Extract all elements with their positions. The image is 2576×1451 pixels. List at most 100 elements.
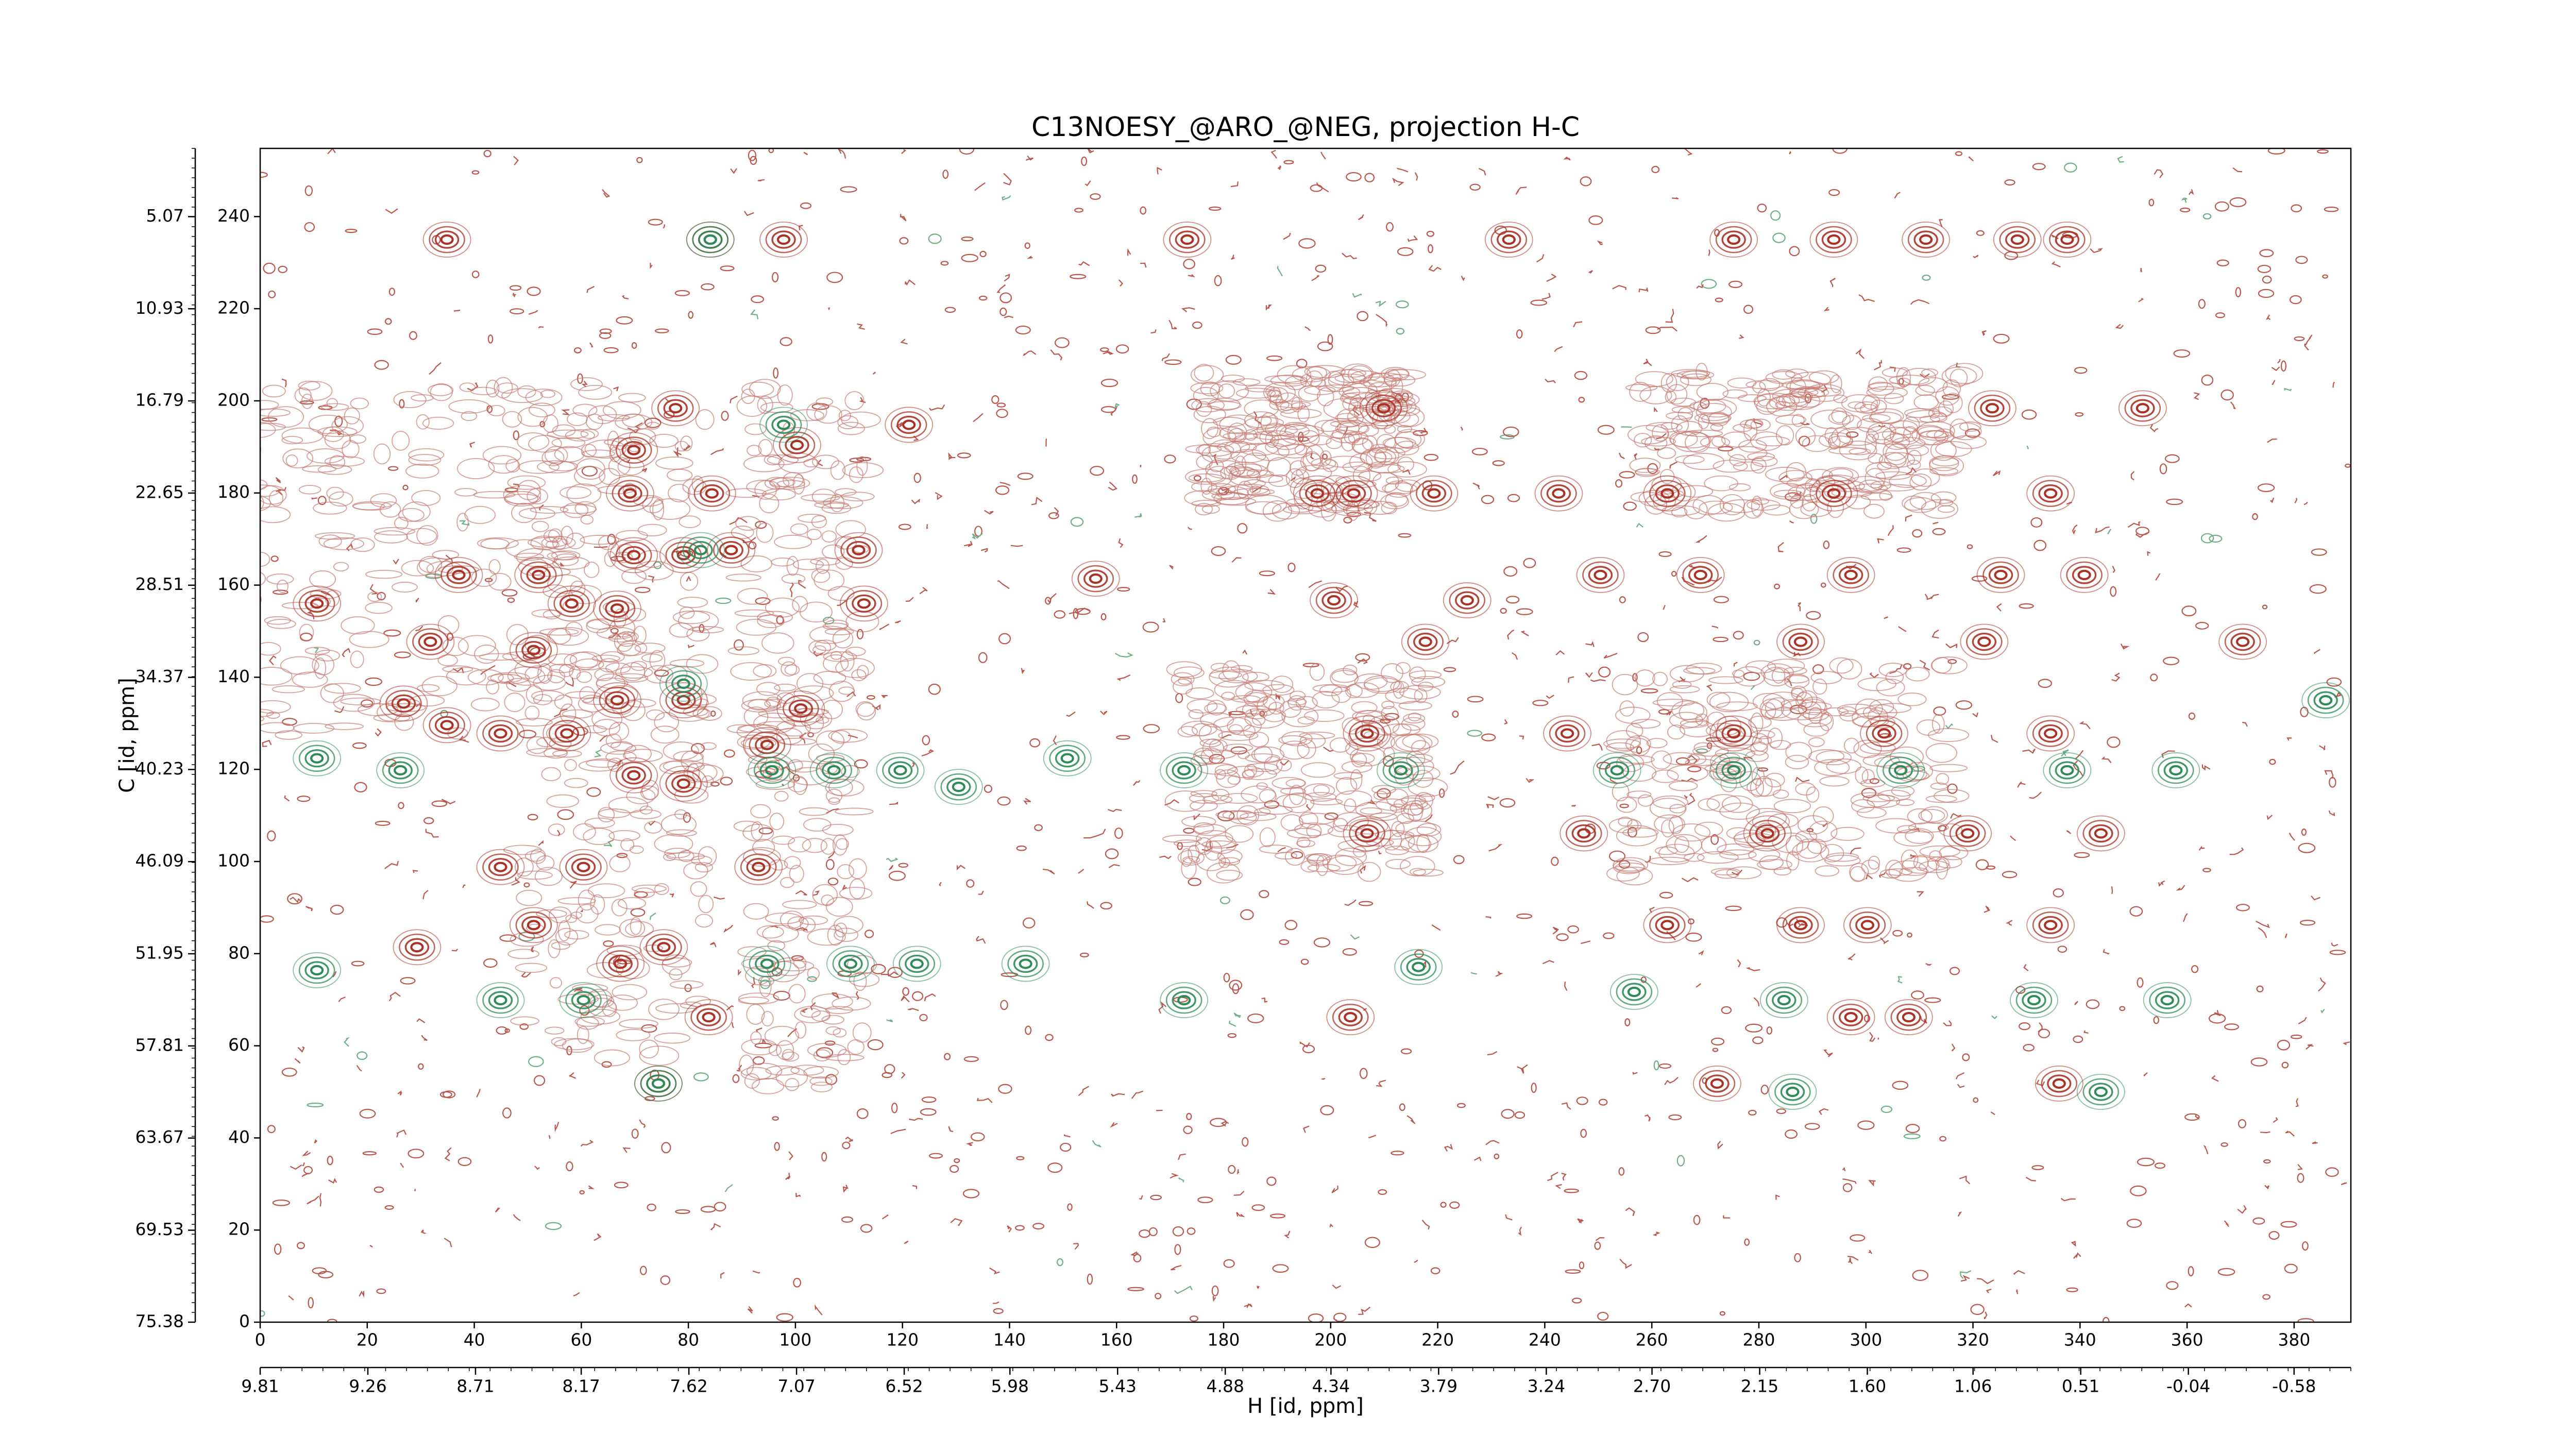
cluster-contour — [566, 533, 584, 549]
noise-contour — [725, 1185, 733, 1192]
y2-tick-label: 10.93 — [135, 298, 184, 318]
peak-contour — [2054, 1079, 2065, 1088]
noise-contour — [2156, 573, 2160, 580]
noise-contour — [1017, 846, 1026, 850]
cluster-contour — [826, 1054, 864, 1060]
cluster-contour — [817, 731, 844, 751]
noise-contour — [594, 1234, 601, 1241]
noise-contour — [1482, 734, 1495, 741]
noise-contour — [1714, 597, 1728, 603]
noise-contour — [1581, 1129, 1586, 1137]
noise-contour — [1309, 1314, 1323, 1322]
noise-contour — [298, 1047, 304, 1052]
peak-contour — [911, 959, 923, 968]
noise-contour — [902, 339, 908, 344]
noise-contour — [730, 396, 737, 403]
noise-contour — [2317, 150, 2328, 153]
noise-contour — [555, 1122, 558, 1129]
cluster-contour — [299, 485, 321, 494]
noise-contour — [721, 266, 734, 271]
noise-contour — [1562, 1173, 1566, 1180]
noise-contour — [566, 678, 573, 686]
noise-contour — [996, 409, 1007, 417]
noise-contour — [290, 1165, 302, 1169]
noise-contour — [1595, 1242, 1600, 1250]
peak — [2043, 753, 2091, 788]
cluster-contour — [1229, 724, 1242, 734]
noise-contour — [724, 750, 735, 757]
peak — [743, 946, 791, 981]
noise-contour — [1712, 626, 1718, 628]
noise-contour — [2299, 843, 2315, 853]
noise-contour — [1468, 697, 1483, 702]
noise-contour — [848, 735, 858, 738]
noise-contour — [1798, 603, 1801, 612]
noise-contour — [275, 1244, 281, 1254]
noise-contour — [1494, 1154, 1499, 1159]
noise-contour — [2287, 738, 2292, 740]
noise-contour — [329, 1179, 337, 1183]
noise-contour — [566, 1162, 572, 1171]
noise-contour — [1734, 631, 1743, 639]
cluster-contour — [1831, 375, 1841, 393]
noise-contour — [2204, 214, 2211, 219]
noise-contour — [546, 1223, 561, 1229]
peak-contour — [895, 766, 906, 774]
cluster-contour — [325, 723, 363, 730]
noise-contour — [488, 335, 493, 343]
peak-contour — [1695, 571, 1706, 579]
y2-tick-label: 5.07 — [146, 206, 184, 226]
noise-contour — [1212, 1286, 1218, 1296]
noise-contour — [452, 949, 457, 951]
noise-contour — [739, 970, 741, 974]
peak-contour — [853, 595, 875, 612]
noise-contour — [1024, 351, 1036, 356]
cluster-contour — [351, 538, 375, 551]
noise-contour — [1489, 845, 1501, 851]
noise-contour — [528, 287, 540, 295]
noise-contour — [1407, 1116, 1415, 1124]
cluster-contour — [601, 652, 624, 662]
noise-contour — [999, 634, 1010, 644]
noise-contour — [781, 338, 792, 345]
noise-contour — [1111, 1094, 1125, 1096]
peak-contour — [858, 599, 870, 608]
noise-contour — [993, 1302, 999, 1304]
cluster-contour — [550, 977, 562, 988]
noise-contour — [1517, 1065, 1528, 1073]
noise-contour — [359, 1291, 364, 1296]
cluster-contour — [647, 422, 659, 429]
cluster-contour — [1668, 725, 1685, 739]
noise-contour — [1303, 663, 1319, 667]
noise-contour — [1149, 1228, 1157, 1236]
peak-contour — [495, 863, 506, 871]
cluster-contour — [1613, 783, 1629, 801]
peak-contour — [606, 600, 629, 617]
cluster-contour — [222, 447, 243, 462]
noise-contour — [967, 880, 974, 887]
noise-contour — [1925, 998, 1940, 1003]
noise-contour — [389, 288, 395, 295]
noise-contour — [1943, 1021, 1951, 1026]
noise-contour — [2037, 1080, 2044, 1086]
noise-contour — [1242, 1138, 1248, 1146]
peak-contour — [2079, 571, 2090, 579]
cluster-contour — [1730, 484, 1751, 491]
cluster-contour — [1929, 851, 1941, 861]
peak-contour — [578, 996, 589, 1004]
noise-contour — [1170, 1174, 1177, 1178]
noise-contour — [1663, 605, 1665, 610]
noise-contour — [307, 1103, 323, 1107]
peak — [1330, 476, 1378, 511]
noise-contour — [413, 870, 418, 873]
noise-contour — [2341, 1183, 2347, 1185]
noise-contour — [1616, 480, 1622, 487]
x-tick-label: 200 — [1314, 1330, 1347, 1350]
noise-contour — [2302, 829, 2306, 835]
cluster-contour — [1670, 686, 1700, 693]
noise-contour — [1699, 952, 1703, 955]
noise-contour — [1159, 856, 1171, 858]
noise-contour — [1267, 356, 1282, 361]
cluster-contour — [312, 654, 334, 674]
x-tick-label: 180 — [1208, 1330, 1240, 1350]
